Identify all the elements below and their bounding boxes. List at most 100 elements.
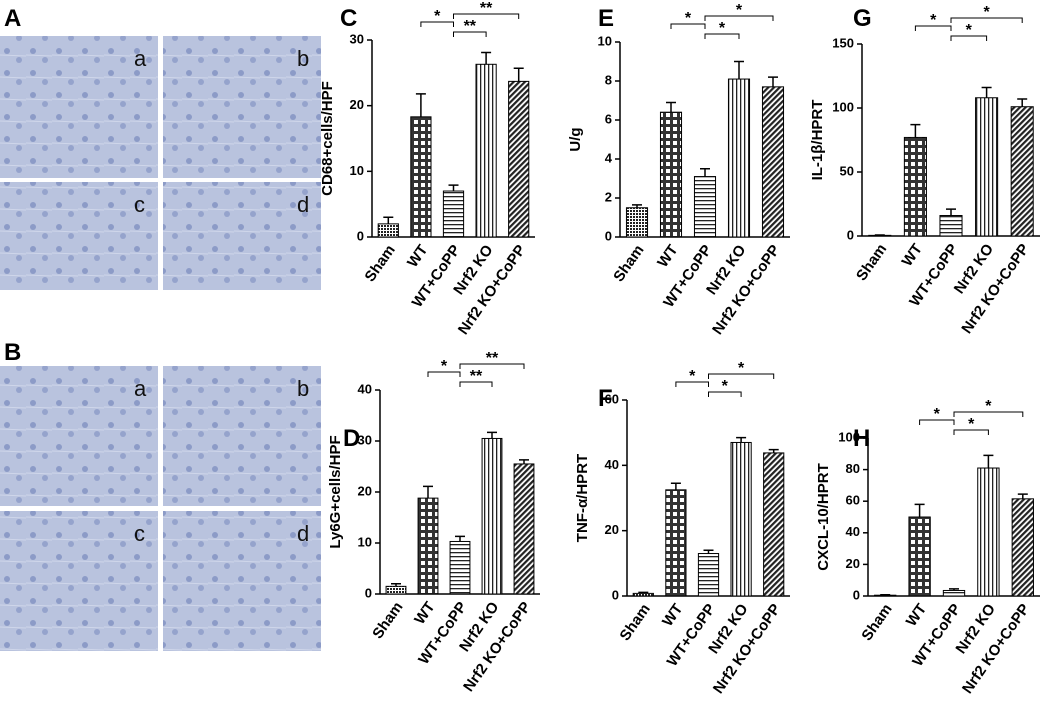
y-tick-label: 150: [832, 35, 854, 50]
error-bar: [910, 123, 921, 138]
y-tick-label: 6: [605, 111, 612, 126]
error-bar: [632, 204, 642, 208]
error-bar: [700, 168, 710, 177]
bar: [625, 207, 649, 238]
significance-label: *: [689, 368, 696, 385]
significance-label: *: [738, 360, 745, 377]
y-tick-label: 40: [358, 381, 372, 396]
y-tick-label: 0: [365, 585, 372, 600]
significance-bracket: [708, 373, 775, 379]
error-bar: [734, 60, 744, 80]
error-bar: [768, 76, 778, 87]
significance-bracket: [914, 25, 952, 31]
micrograph-label: c: [134, 521, 145, 546]
significance-bracket: [953, 429, 989, 435]
micrograph: [0, 366, 158, 506]
bar: [903, 136, 927, 237]
y-tick-label: 30: [350, 31, 364, 46]
x-tick-label: Sham: [616, 601, 653, 644]
bar: [977, 467, 1000, 597]
bar: [410, 116, 432, 238]
bar: [385, 585, 407, 595]
error-bar: [914, 503, 925, 517]
micrograph-label: a: [134, 376, 147, 401]
significance-label: *: [966, 22, 973, 39]
error-bar: [638, 591, 649, 594]
y-tick-label: 10: [358, 534, 372, 549]
error-bar: [768, 448, 779, 453]
bar: [908, 516, 931, 597]
bar: [1010, 106, 1034, 237]
y-tick-label: 30: [358, 432, 372, 447]
bar: [632, 592, 654, 597]
error-bar: [1017, 493, 1028, 499]
significance-label: *: [434, 8, 441, 25]
error-bar: [513, 67, 524, 82]
y-axis-label: CD68+cells/HPF: [319, 81, 336, 196]
bar: [417, 497, 439, 595]
x-tick-label: Sham: [858, 601, 895, 644]
significance-bracket: [420, 21, 454, 27]
error-bar: [391, 583, 401, 587]
significance-bracket: [453, 31, 487, 37]
x-tick-label: WT: [654, 242, 681, 271]
error-bar: [481, 51, 492, 65]
y-tick-label: 0: [612, 587, 619, 602]
y-tick-label: 40: [605, 457, 619, 472]
y-tick-label: 20: [358, 483, 372, 498]
y-axis-label: TNF-α/HPRT: [574, 454, 591, 542]
error-bar: [670, 482, 681, 490]
error-bar: [983, 454, 994, 469]
bar: [475, 63, 497, 238]
panel-label: G: [853, 5, 872, 32]
micrograph: [0, 511, 158, 651]
significance-bracket: [704, 15, 774, 21]
y-tick-label: 40: [846, 524, 860, 539]
bar: [481, 437, 503, 595]
significance-label: *: [736, 2, 743, 19]
y-tick-label: 0: [847, 227, 854, 242]
significance-label: *: [968, 416, 975, 433]
x-tick-label: WT: [903, 601, 930, 630]
error-bar: [415, 93, 426, 117]
panel-label: E: [598, 5, 614, 32]
significance-bracket: [427, 371, 461, 377]
error-bar: [487, 431, 497, 439]
error-bar: [448, 184, 459, 192]
significance-label: *: [722, 378, 729, 395]
significance-bracket: [919, 419, 955, 425]
error-bar: [1017, 98, 1028, 107]
significance-bracket: [708, 391, 742, 397]
bar: [659, 111, 683, 238]
significance-bracket: [453, 13, 520, 19]
significance-label: *: [983, 4, 990, 21]
y-tick-label: 20: [846, 556, 860, 571]
significance-bracket: [953, 411, 1024, 417]
bar: [697, 553, 720, 597]
y-tick-label: 60: [605, 391, 619, 406]
significance-bracket: [704, 33, 740, 39]
bar: [693, 176, 717, 238]
error-bar: [423, 485, 433, 499]
micrograph: [0, 36, 158, 178]
y-tick-label: 100: [838, 429, 860, 444]
bar: [727, 78, 751, 238]
error-bar: [383, 216, 394, 224]
bar: [442, 190, 465, 238]
significance-bracket: [675, 381, 709, 387]
significance-label: *: [930, 12, 937, 29]
error-bar: [519, 459, 529, 464]
y-tick-label: 60: [846, 493, 860, 508]
panel-label: H: [853, 425, 870, 452]
bar: [761, 86, 785, 238]
micrograph: [0, 182, 158, 290]
significance-label: **: [480, 0, 493, 17]
significance-label: **: [470, 368, 483, 385]
error-bar: [949, 588, 959, 591]
bar: [730, 441, 752, 597]
x-tick-label: Sham: [369, 599, 406, 642]
error-bar: [981, 86, 992, 98]
y-axis-label: Ly6G+cells/HPF: [327, 435, 344, 548]
